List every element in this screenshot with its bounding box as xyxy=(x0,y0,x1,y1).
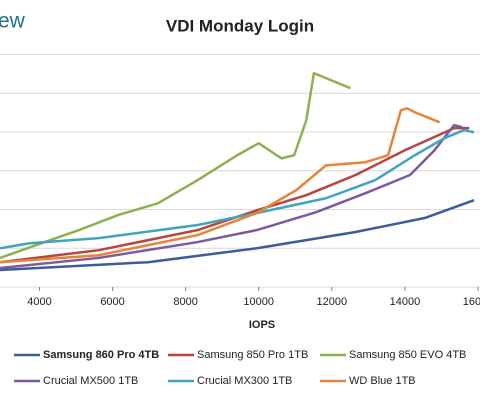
x-tick-label: 8000 xyxy=(173,296,197,308)
legend-label: Crucial MX300 1TB xyxy=(197,375,292,387)
legend-label: Crucial MX500 1TB xyxy=(43,375,138,387)
x-tick-label: 16000 xyxy=(463,296,480,308)
x-tick-label: 10000 xyxy=(243,296,274,308)
legend-label: Samsung 850 EVO 4TB xyxy=(349,349,466,361)
series-line xyxy=(0,71,351,260)
x-tick-label: 14000 xyxy=(390,296,421,308)
series-line xyxy=(0,126,470,264)
x-tick-label: 4000 xyxy=(27,296,51,308)
x-tick-label: 12000 xyxy=(317,296,348,308)
series-line xyxy=(0,128,475,250)
legend-label: Samsung 860 Pro 4TB xyxy=(43,349,159,361)
series-line xyxy=(0,123,463,270)
series-line xyxy=(0,107,441,264)
logo: ew xyxy=(0,10,26,33)
legend-label: WD Blue 1TB xyxy=(349,375,416,387)
x-tick-label: 6000 xyxy=(100,296,124,308)
chart-title: VDI Monday Login xyxy=(166,16,314,35)
series-line xyxy=(0,199,475,272)
legend-label: Samsung 850 Pro 1TB xyxy=(197,349,308,361)
x-axis-label: IOPS xyxy=(249,319,275,331)
